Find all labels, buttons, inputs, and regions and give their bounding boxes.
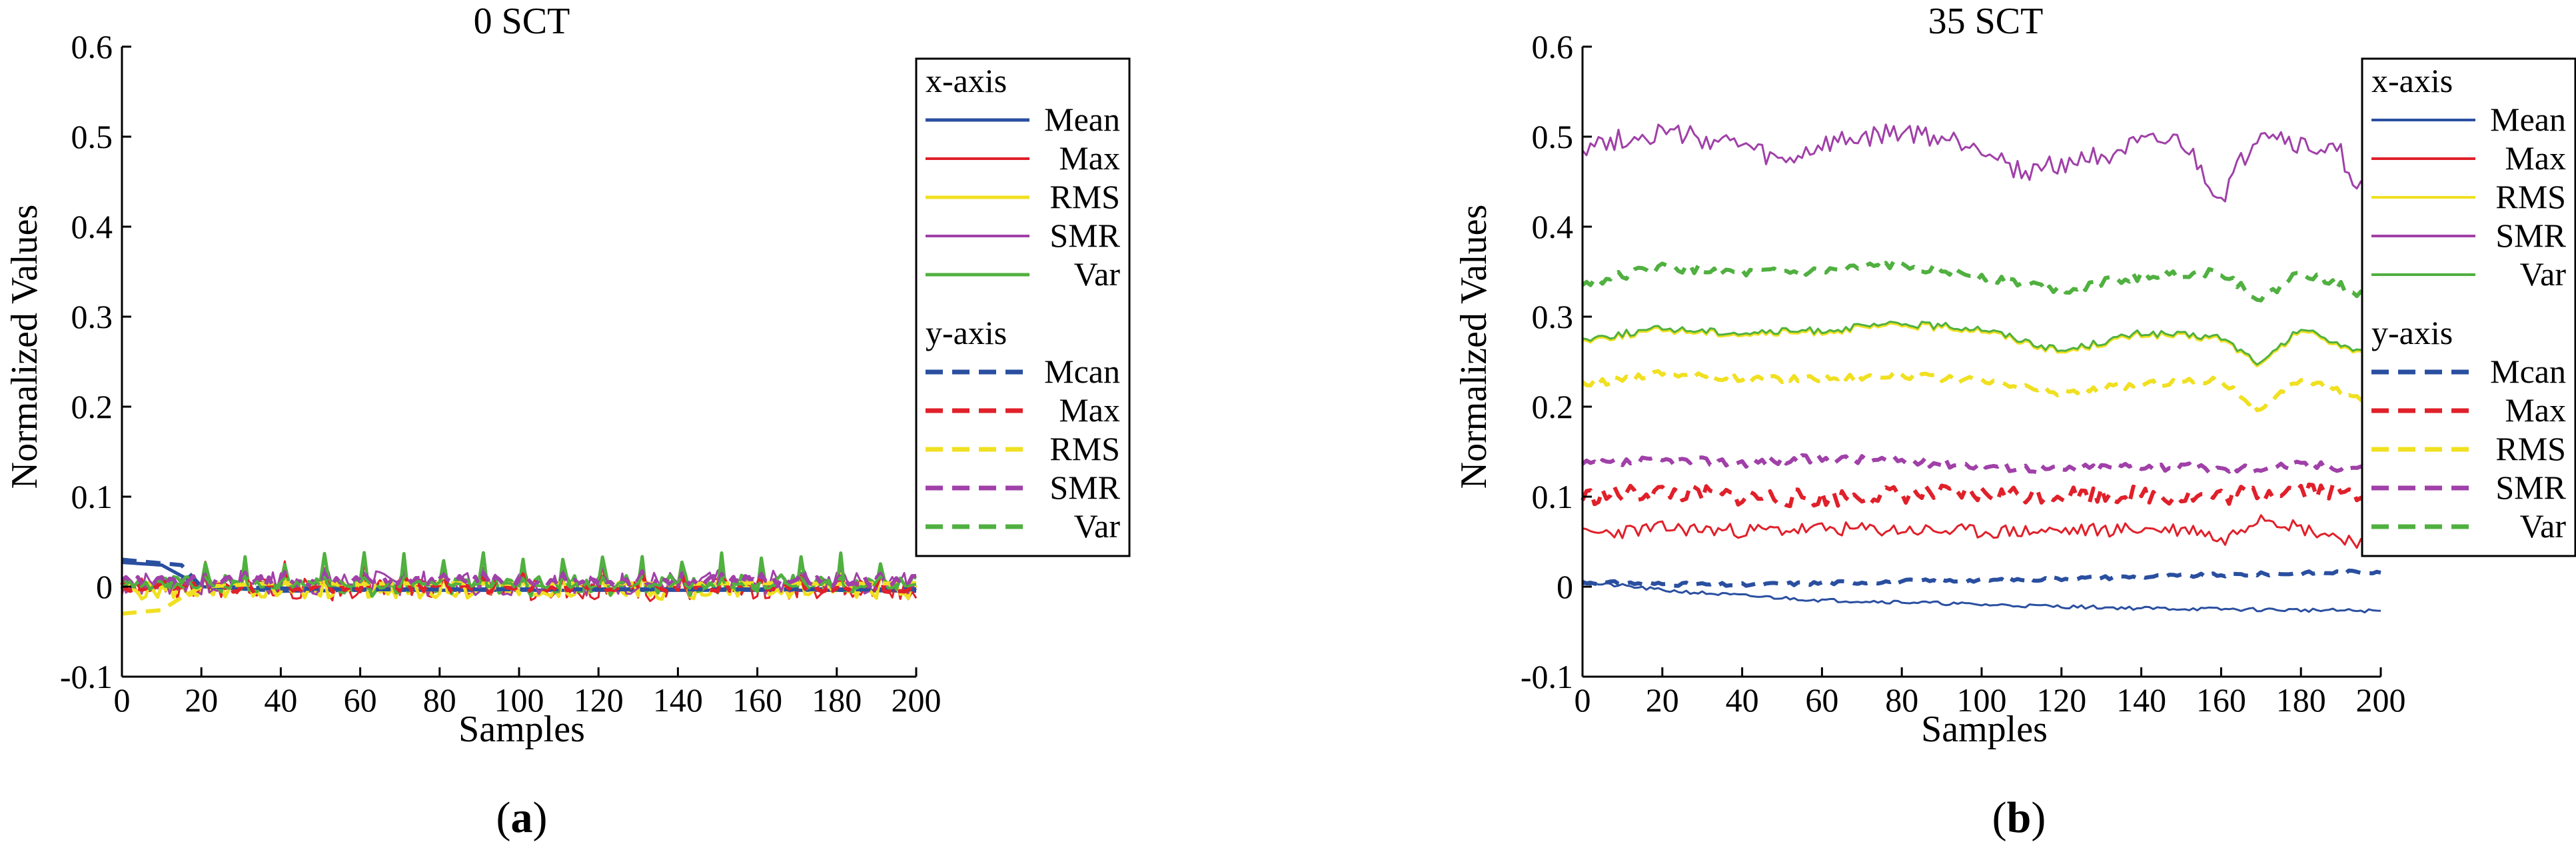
legend-entry-label: SMR bbox=[1049, 469, 1120, 506]
x-tick-label: 160 bbox=[2196, 681, 2246, 719]
series-line-y-axis-mcan bbox=[1581, 568, 2381, 588]
series-line-x-axis-rms bbox=[120, 571, 918, 601]
y-axis-label: Normalized Values bbox=[1453, 205, 1495, 489]
legend-entry-label: Max bbox=[1059, 139, 1120, 177]
y-tick-label: 0.6 bbox=[71, 28, 113, 65]
x-tick-label: 140 bbox=[653, 681, 703, 719]
series-line-x-axis-var bbox=[1582, 321, 2382, 366]
x-tick-label: 0 bbox=[114, 681, 131, 719]
legend-entry-label: Var bbox=[2520, 255, 2567, 293]
series-line-x-axis-smr bbox=[1581, 123, 2382, 203]
series-line-y-axis-smr bbox=[121, 569, 917, 589]
legend-group-title: y-axis bbox=[926, 314, 1007, 351]
legend-entry-label: SMR bbox=[1049, 217, 1120, 254]
y-tick-label: 0.2 bbox=[1532, 388, 1574, 425]
x-tick-label: 60 bbox=[1805, 681, 1838, 719]
legend-entry-label: RMS bbox=[1049, 178, 1120, 215]
y-tick-label: -0.1 bbox=[1521, 658, 1573, 695]
y-axis-title: Normalized Values bbox=[1453, 205, 1495, 489]
chart-title: 35 SCT bbox=[1928, 1, 2044, 42]
series-line-x-axis-max bbox=[1582, 514, 2381, 549]
legend-entry-label: Mcan bbox=[1044, 353, 1120, 390]
y-tick-label: 0.4 bbox=[71, 208, 113, 245]
x-tick-label: 80 bbox=[1885, 681, 1918, 719]
legend-entry-label: RMS bbox=[2495, 430, 2566, 467]
legend: x-axisMeanMaxRMSSMRVary-axisMcanMaxRMSSM… bbox=[915, 57, 1131, 557]
x-tick-label: 120 bbox=[574, 681, 624, 719]
axes: 0 20 40 60 80 100 120 140 160 180 200-0.100.10.20.… bbox=[60, 28, 942, 719]
plot-area bbox=[120, 551, 918, 616]
x-tick-label: 140 bbox=[2116, 681, 2166, 719]
x-tick-label: 100 bbox=[494, 681, 544, 719]
series-line-y-axis-var bbox=[121, 575, 917, 590]
x-tick-label: 0 bbox=[1575, 681, 1591, 719]
legend-entry-label: Max bbox=[2505, 139, 2566, 177]
y-axis-title: Normalized Values bbox=[4, 205, 45, 489]
legend-entry-label: Mean bbox=[2490, 101, 2566, 138]
x-axis-label: Samples bbox=[1921, 709, 2048, 750]
legend-entry-label: Mcan bbox=[2490, 353, 2566, 390]
x-tick-label: 60 bbox=[344, 681, 377, 719]
series-line-x-axis-rms bbox=[1582, 322, 2382, 368]
legend-entry-label: RMS bbox=[2495, 178, 2566, 215]
axes: 0 20 40 60 80 100 120 140 160 180 200-0.100.10.20.… bbox=[1521, 28, 2406, 719]
x-tick-label: 80 bbox=[423, 681, 456, 719]
legend-group-title: y-axis bbox=[2371, 314, 2453, 351]
legend-entry-label: SMR bbox=[2495, 217, 2566, 254]
series-line-x-axis-mean bbox=[1582, 582, 2381, 614]
y-tick-label: 0.1 bbox=[1532, 478, 1574, 515]
panel-label-a: (a) bbox=[496, 793, 548, 842]
y-tick-label: 0.1 bbox=[71, 478, 113, 515]
x-tick-label: 20 bbox=[185, 681, 218, 719]
y-tick-label: 0 bbox=[1557, 568, 1573, 605]
y-tick-label: 0.2 bbox=[71, 388, 113, 425]
legend-entry-label: Max bbox=[2505, 391, 2566, 429]
y-tick-label: 0.4 bbox=[1532, 208, 1574, 245]
legend-entry-label: Var bbox=[1074, 507, 1121, 545]
x-tick-label: 160 bbox=[732, 681, 782, 719]
y-tick-label: 0.5 bbox=[71, 118, 113, 155]
legend-group-title: x-axis bbox=[926, 62, 1007, 99]
x-tick-label: 200 bbox=[2356, 681, 2406, 719]
x-tick-label: 200 bbox=[892, 681, 942, 719]
x-tick-label: 180 bbox=[812, 681, 862, 719]
y-tick-label: 0.5 bbox=[1532, 118, 1574, 155]
legend-box bbox=[915, 57, 1131, 557]
panel-label-b: (b) bbox=[1992, 793, 2046, 842]
x-tick-label: 40 bbox=[1726, 681, 1759, 719]
chart-panel-a: 0 SCT Normalized Values Samples 0 20 40 60 8… bbox=[4, 1, 1131, 842]
legend-entry-label: Max bbox=[1059, 391, 1120, 429]
plot-area bbox=[1581, 123, 2383, 614]
legend-entry-label: RMS bbox=[1049, 430, 1120, 467]
chart-panel-b: 35 SCT Normalized Values Samples 0 20 40 60… bbox=[1453, 1, 2576, 842]
legend-box bbox=[2361, 57, 2576, 557]
y-tick-label: 0 bbox=[96, 568, 113, 605]
y-tick-label: 0.6 bbox=[1532, 28, 1574, 65]
y-tick-label: -0.1 bbox=[60, 658, 113, 695]
series-line-y-axis-rms bbox=[1581, 369, 2383, 413]
x-tick-label: 20 bbox=[1646, 681, 1679, 719]
x-tick-label: 100 bbox=[1957, 681, 2007, 719]
chart-title: 0 SCT bbox=[474, 1, 570, 42]
legend-entry-label: Var bbox=[2520, 507, 2567, 545]
y-tick-label: 0.3 bbox=[71, 298, 113, 335]
legend: x-axisMeanMaxRMSSMRVary-axisMcanMaxRMSSM… bbox=[2361, 57, 2576, 557]
legend-entry-label: Mean bbox=[1044, 101, 1120, 138]
x-tick-label: 120 bbox=[2036, 681, 2086, 719]
legend-entry-label: Var bbox=[1074, 255, 1121, 293]
x-axis-label: Samples bbox=[458, 709, 585, 750]
y-axis-label: Normalized Values bbox=[4, 205, 45, 489]
x-tick-label: 180 bbox=[2276, 681, 2326, 719]
y-tick-label: 0.3 bbox=[1532, 298, 1574, 335]
legend-group-title: x-axis bbox=[2371, 62, 2453, 99]
x-tick-label: 40 bbox=[264, 681, 297, 719]
series-line-y-axis-var bbox=[1581, 259, 2383, 307]
series-line-y-axis-smr bbox=[1581, 453, 2383, 475]
legend-entry-label: SMR bbox=[2495, 469, 2566, 506]
series-line-y-axis-max bbox=[120, 571, 917, 594]
series-line-y-axis-max bbox=[1581, 482, 2383, 509]
